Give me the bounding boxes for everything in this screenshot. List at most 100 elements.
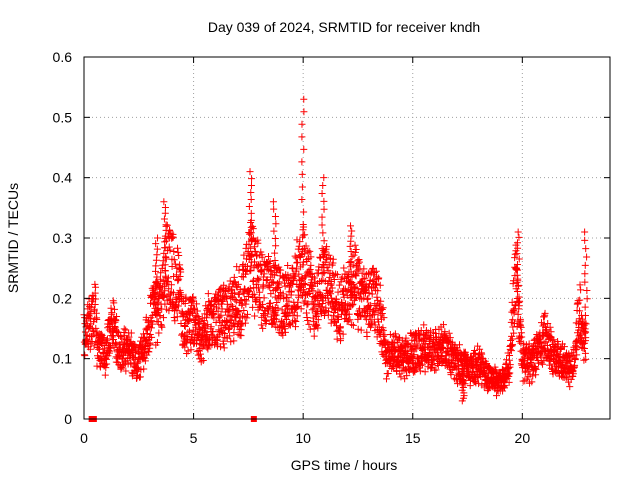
data-point [299,292,307,300]
data-point [576,307,584,315]
data-point [103,336,111,344]
data-point [161,300,169,308]
data-point [513,250,521,258]
data-point [402,334,410,342]
data-point [509,316,517,324]
data-point [318,189,326,197]
data-point [199,333,207,341]
data-point [293,259,301,267]
data-point [269,198,277,206]
data-point [515,293,523,301]
data-point [187,346,195,354]
data-point [162,221,170,229]
data-point [217,343,225,351]
data-point [120,331,128,339]
data-point [363,295,371,303]
data-point [573,351,581,359]
data-point [359,275,367,283]
data-point [243,314,251,322]
data-point [296,238,304,246]
data-point [140,365,148,373]
data-point [271,293,279,301]
data-point [305,320,313,328]
data-point [532,365,540,373]
data-point [302,242,310,250]
data-point [271,256,279,264]
data-point [514,277,522,285]
data-point [516,334,524,342]
data-point [216,313,224,321]
data-point [177,268,185,276]
data-point [401,351,409,359]
data-point [167,281,175,289]
data-point [352,293,360,301]
data-point [92,324,100,332]
data-point [171,260,179,268]
data-point [299,221,307,229]
data-point [310,274,318,282]
data-point [360,265,368,273]
data-point [371,321,379,329]
x-tick-label: 0 [80,430,88,446]
data-point [152,279,160,287]
data-point [186,315,194,323]
data-point [371,268,379,276]
data-point [155,329,163,337]
data-point [91,280,99,288]
data-point [233,263,241,271]
data-point [573,336,581,344]
y-tick-label: 0.1 [53,351,73,367]
data-point [111,305,119,313]
data-point [274,304,282,312]
data-point [471,346,479,354]
data-point [259,300,267,308]
data-point [127,359,135,367]
data-point [315,263,323,271]
data-point [184,347,192,355]
data-point [319,260,327,268]
data-point [246,230,254,238]
data-point [581,303,589,311]
data-point [348,283,356,291]
y-tick-label: 0 [64,411,72,427]
data-point [363,333,371,341]
data-point [254,239,262,247]
data-point [122,326,130,334]
data-point [567,375,575,383]
data-point [318,221,326,229]
data-point [272,220,280,228]
data-point [505,370,513,378]
data-point [247,237,255,245]
data-point [446,334,454,342]
data-point [373,293,381,301]
data-point [271,212,279,220]
data-point [106,347,114,355]
data-point [174,277,182,285]
data-point [243,263,251,271]
data-point [212,319,220,327]
data-point [298,120,306,128]
data-point [368,290,376,298]
data-point [298,183,306,191]
data-point [139,349,147,357]
data-point [518,333,526,341]
data-point [127,329,135,337]
data-point [241,296,249,304]
data-point [573,343,581,351]
data-point [176,265,184,273]
data-point [445,329,453,337]
data-point [544,319,552,327]
data-point [258,253,266,261]
data-point [514,310,522,318]
data-point [103,360,111,368]
data-point [546,335,554,343]
data-point [509,306,517,314]
data-point [375,274,383,282]
data-point [113,313,121,321]
data-point [96,363,104,371]
data-point [323,256,331,264]
data-point [287,288,295,296]
data-point [314,324,322,332]
data-point [214,307,222,315]
data-point [346,278,354,286]
